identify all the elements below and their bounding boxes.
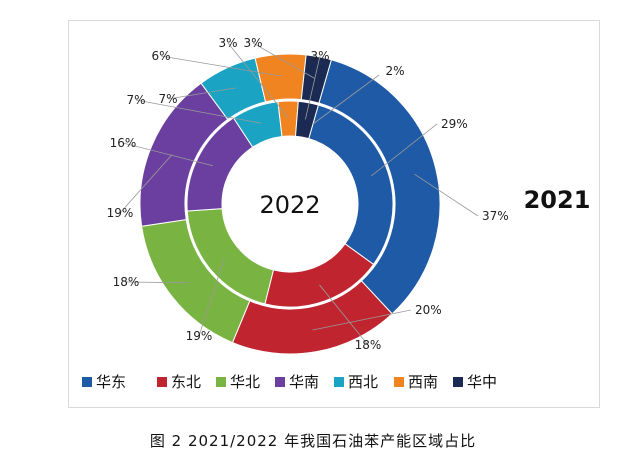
legend-label-2: 东北 [171,373,201,391]
outer-2021-segment-7 [300,54,332,104]
inner-ring-2022 [186,100,394,308]
leader-2022-6 [227,42,289,119]
legend-swatch-1 [82,377,92,387]
leader-2022-1 [371,123,438,177]
leader-2021-3 [125,281,190,284]
leader-lines [119,42,479,346]
figure-caption: 图 2 2021/2022 年我国石油苯产能区域占比 [149,432,477,450]
label-2021-4: 19% [107,206,134,220]
legend-label-3: 华北 [230,373,260,391]
leader-2022-4 [122,142,214,167]
data-labels: 37% 20% 18% 19% 7% 6% 3% 29% 18% 19% 16% 7% 3% 3% 2% [107,36,509,352]
chart-container: 37% 20% 18% 19% 7% 6% 3% 29% 18% 19% 16% 7% 3% 3% 2% 2… [68,20,600,408]
leader-2021-7 [252,42,315,79]
legend-swatch-7 [453,377,463,387]
leader-2021-4 [119,154,173,214]
outer-2021-segment-1 [318,59,441,315]
legend-swatch-4 [275,377,285,387]
label-2022-3: 19% [186,329,213,343]
inner-2022-segment-7 [294,100,320,140]
leader-2022-5 [135,99,261,124]
inner-year-label: 2022 [259,191,320,219]
label-2021-1: 37% [482,209,509,223]
leader-2021-1 [414,173,479,217]
label-2022-1: 29% [441,117,468,131]
inner-2022-segment-6 [277,100,299,138]
legend-label-5: 西北 [348,373,378,391]
label-2022-5: 7% [126,93,145,107]
legend-swatch-3 [216,377,226,387]
leader-2022-2 [319,284,369,346]
label-2021-3: 18% [113,275,140,289]
legend-label-1: 华东 [96,373,126,391]
label-2022-4: 16% [110,136,137,150]
label-2022-6: 3% [218,36,237,50]
leader-other [312,74,380,125]
label-2021-5: 7% [158,92,177,106]
leader-2021-2 [312,309,412,331]
label-2021-6: 6% [151,49,170,63]
outer-year-label: 2021 [524,186,591,214]
label-other: 2% [385,64,404,78]
legend-label-6: 西南 [408,373,438,391]
legend-swatch-5 [334,377,344,387]
legend: 华东 东北 华北 华南 西北 西南 华中 [82,373,497,391]
legend-swatch-6 [394,377,404,387]
leader-2021-5 [167,87,237,100]
leader-2022-7 [305,55,321,120]
label-2022-2: 18% [355,338,382,352]
legend-label-4: 华南 [289,373,319,391]
leader-2022-3 [198,259,225,337]
donut-chart: 37% 20% 18% 19% 7% 6% 3% 29% 18% 19% 16% 7% 3% 3% 2% 2… [82,36,591,391]
inner-2022-segment-1 [308,104,394,266]
label-2022-7: 3% [310,49,329,63]
label-2021-2: 20% [415,303,442,317]
legend-label-7: 华中 [467,373,497,391]
label-2021-7: 3% [243,36,262,50]
legend-swatch-2 [157,377,167,387]
leader-2021-6 [160,55,282,77]
outer-ring-2021 [139,53,441,355]
